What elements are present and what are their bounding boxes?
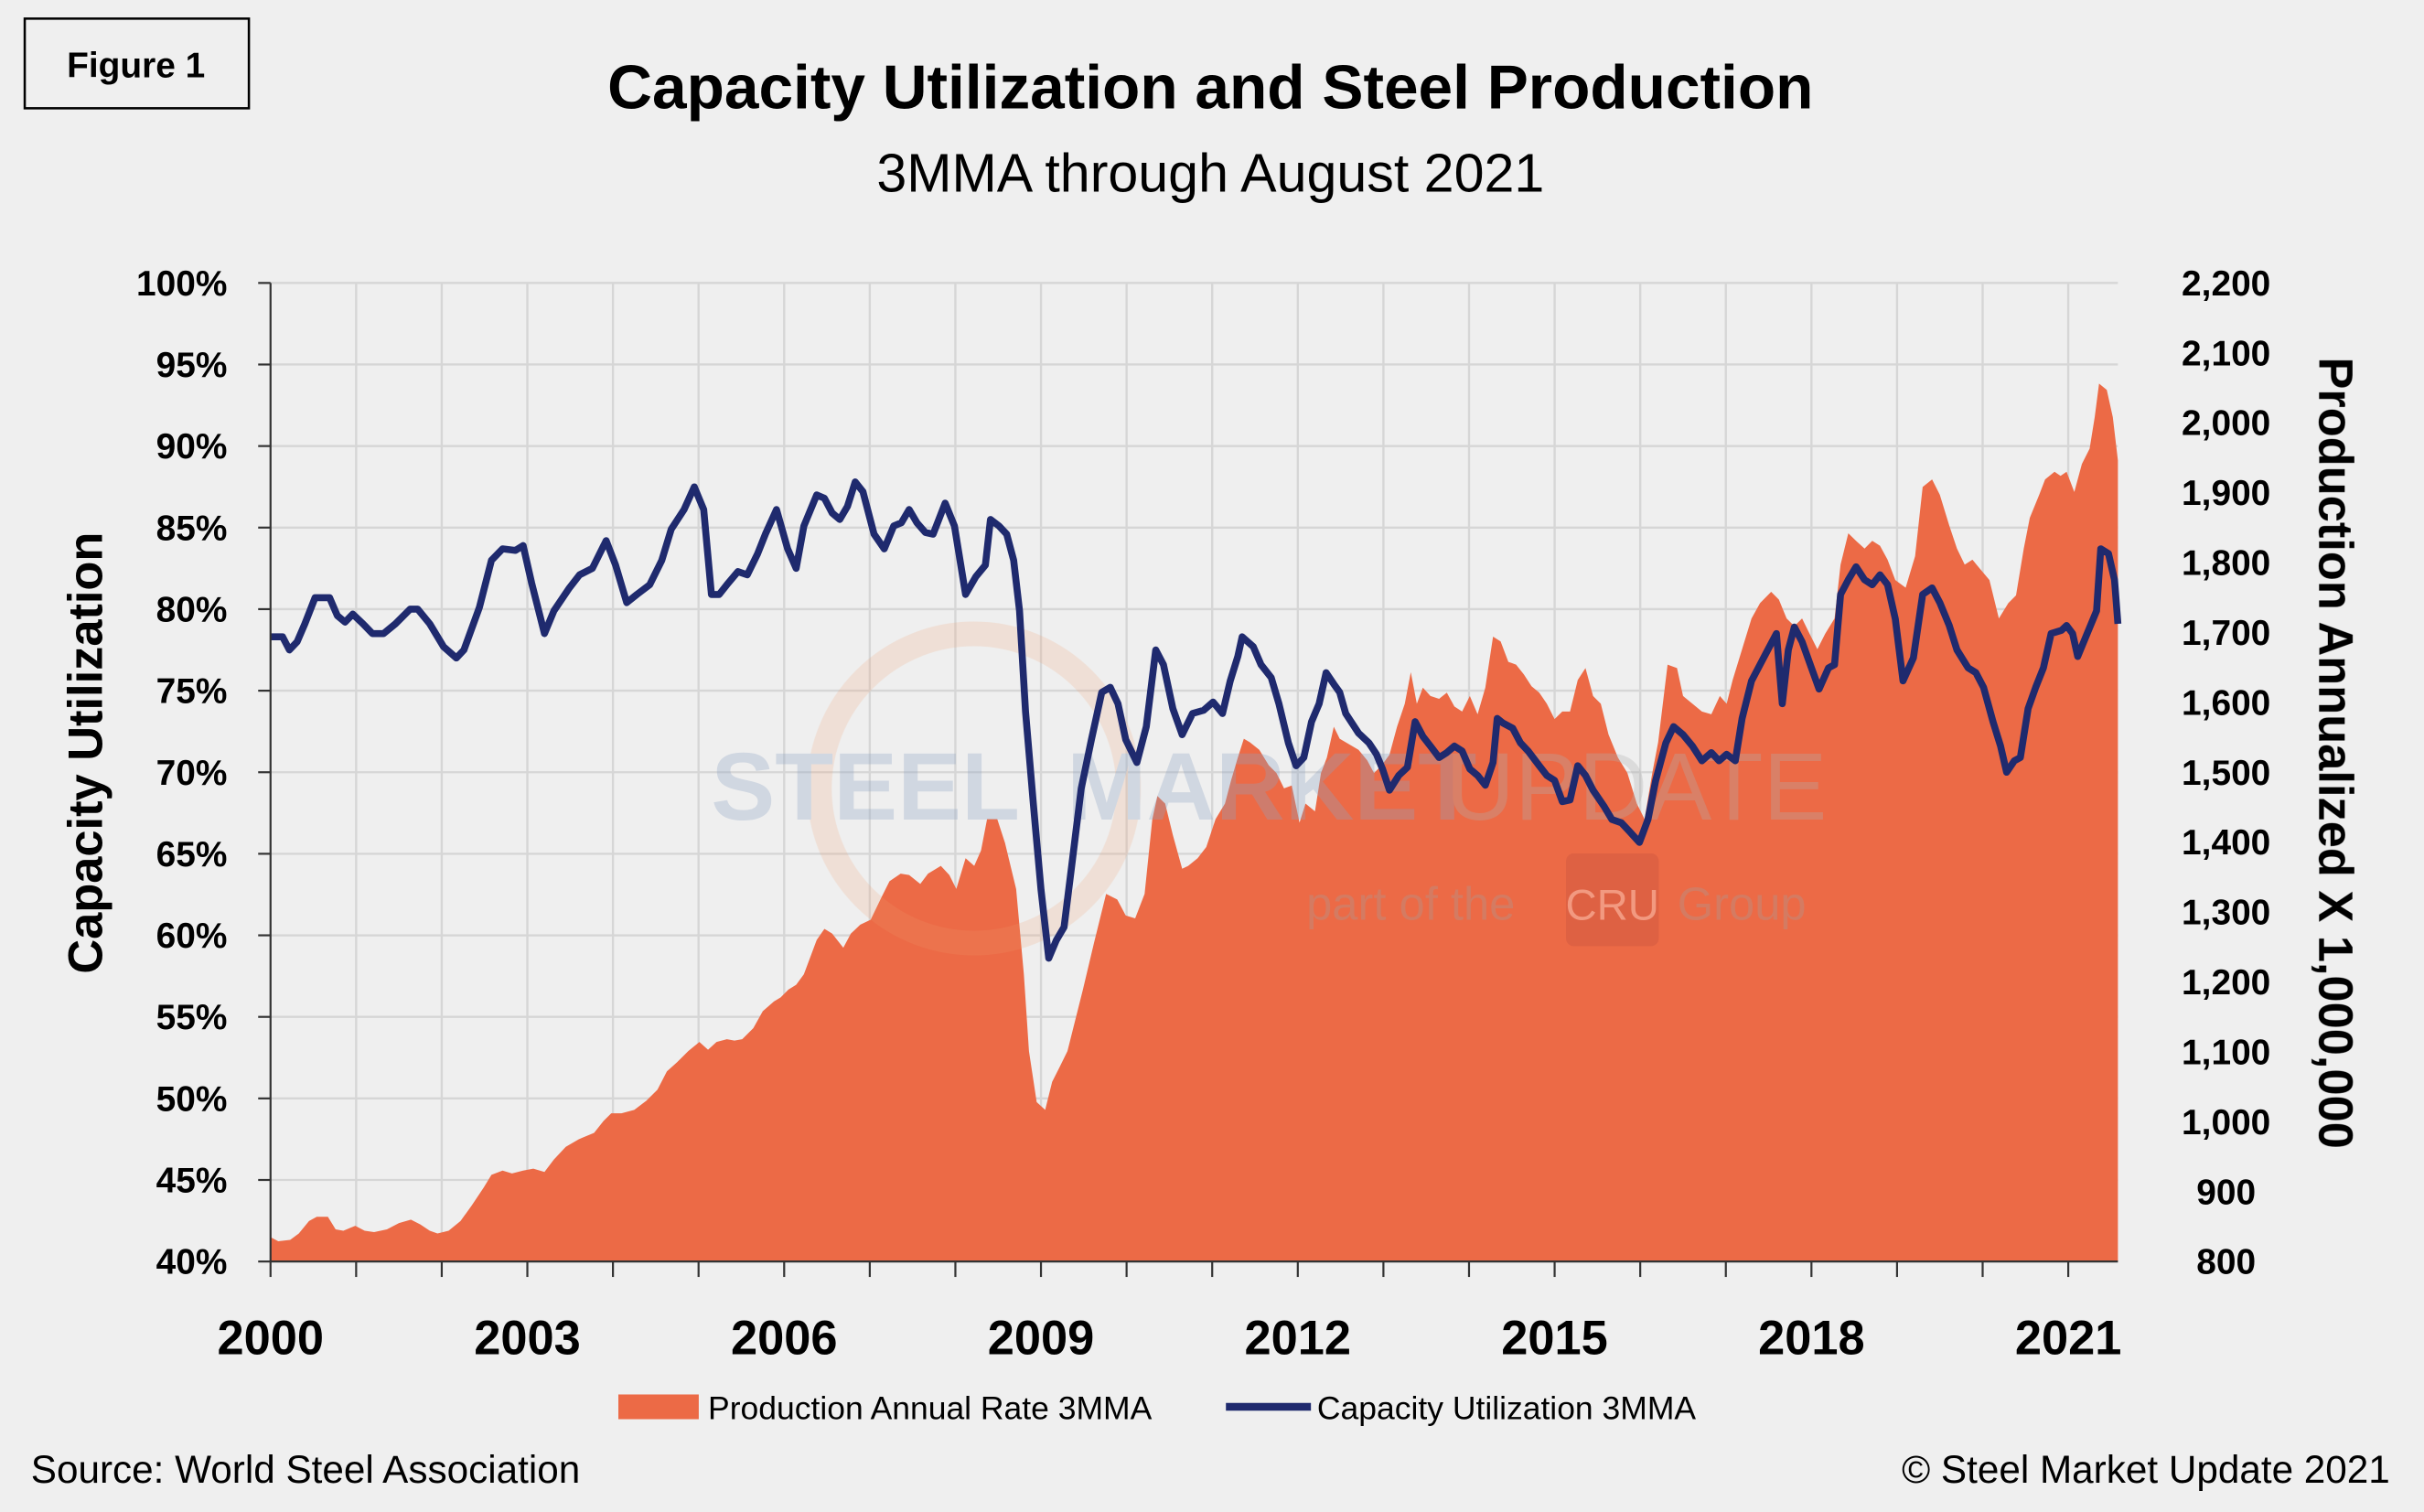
y-tick-label-left: 80% [156, 590, 228, 629]
axes: 40% 45% 50% 55% 60% 65% 70% 75% 80% 85% 90% 95% 100%… [136, 264, 2270, 1366]
watermark-part-of-the: part of the [1306, 878, 1515, 930]
figure-label: Figure 1 [67, 47, 205, 86]
y-tick-label-left: 50% [156, 1079, 228, 1119]
y-axis-right-label: Production Annualized X 1,000,000 [2308, 357, 2361, 1148]
y-tick-label-right: 1,000 [2182, 1103, 2270, 1142]
x-tick-label: 2009 [988, 1313, 1095, 1366]
y-axis-left-label: Capacity Utilization [60, 532, 113, 974]
x-tick-label: 2006 [731, 1313, 838, 1366]
y-tick-label-right: 1,900 [2182, 474, 2270, 513]
watermark-cru-box [1566, 853, 1659, 947]
production-area [270, 383, 2118, 1262]
y-tick-label-left: 60% [156, 917, 228, 956]
y-tick-label-right: 900 [2196, 1173, 2256, 1212]
chart-subtitle: 3MMA through August 2021 [876, 143, 1544, 204]
copyright-note: © Steel Market Update 2021 [1902, 1448, 2390, 1491]
y-tick-label-left: 90% [156, 427, 228, 466]
watermark-cru: CRU [1565, 882, 1659, 930]
capacity-utilization-line [270, 478, 2122, 962]
y-tick-label-right: 1,600 [2182, 683, 2270, 723]
source-note: Source: World Steel Association [31, 1448, 580, 1491]
y-tick-label-left: 85% [156, 509, 228, 548]
x-tick-label: 2003 [474, 1313, 581, 1366]
y-tick-label-right: 1,800 [2182, 544, 2270, 584]
y-tick-label-left: 75% [156, 672, 228, 712]
watermark-logo-arc [807, 621, 1142, 956]
watermark-update: UPDATE [1445, 734, 1827, 841]
watermark-steel: STEEL [711, 734, 1020, 841]
y-tick-label-right: 1,100 [2182, 1033, 2270, 1072]
y-tick-label-left: 95% [156, 346, 228, 385]
x-tick-label: 2012 [1245, 1313, 1352, 1366]
y-tick-label-right: 1,400 [2182, 823, 2270, 863]
legend-label-capacity: Capacity Utilization 3MMA [1317, 1390, 1696, 1427]
x-tick-label: 2021 [2015, 1313, 2122, 1366]
y-tick-label-right: 1,200 [2182, 963, 2270, 1003]
y-tick-label-left: 40% [156, 1243, 228, 1282]
figure-label-box [23, 17, 251, 110]
y-tick-label-right: 1,300 [2182, 894, 2270, 933]
production-area-layer [270, 383, 2118, 1262]
y-tick-label-right: 1,500 [2182, 754, 2270, 793]
y-tick-label-left: 70% [156, 754, 228, 793]
watermark-group: Group [1678, 878, 1807, 930]
capacity-line-layer [270, 478, 2122, 962]
y-tick-label-left: 55% [156, 998, 228, 1037]
legend-swatch-production [618, 1394, 699, 1420]
y-tick-label-left: 45% [156, 1162, 228, 1201]
y-tick-label-left: 65% [156, 835, 228, 874]
y-tick-label-right: 2,100 [2182, 334, 2270, 373]
watermark: STEEL MARKET UPDATE part of the CRU Grou… [711, 621, 1827, 956]
y-tick-label-left: 100% [136, 264, 227, 304]
x-tick-label: 2018 [1758, 1313, 1865, 1366]
legend-label-production: Production Annual Rate 3MMA [708, 1390, 1153, 1427]
x-tick-label: 2000 [218, 1313, 325, 1366]
y-tick-label-right: 800 [2196, 1243, 2256, 1282]
chart-title: Capacity Utilization and Steel Productio… [607, 53, 1813, 122]
y-tick-label-right: 1,700 [2182, 614, 2270, 653]
y-tick-label-right: 2,000 [2182, 404, 2270, 444]
legend: Production Annual Rate 3MMA Capacity Uti… [618, 1390, 1696, 1427]
y-tick-label-right: 2,200 [2182, 264, 2270, 304]
x-tick-label: 2015 [1501, 1313, 1608, 1366]
